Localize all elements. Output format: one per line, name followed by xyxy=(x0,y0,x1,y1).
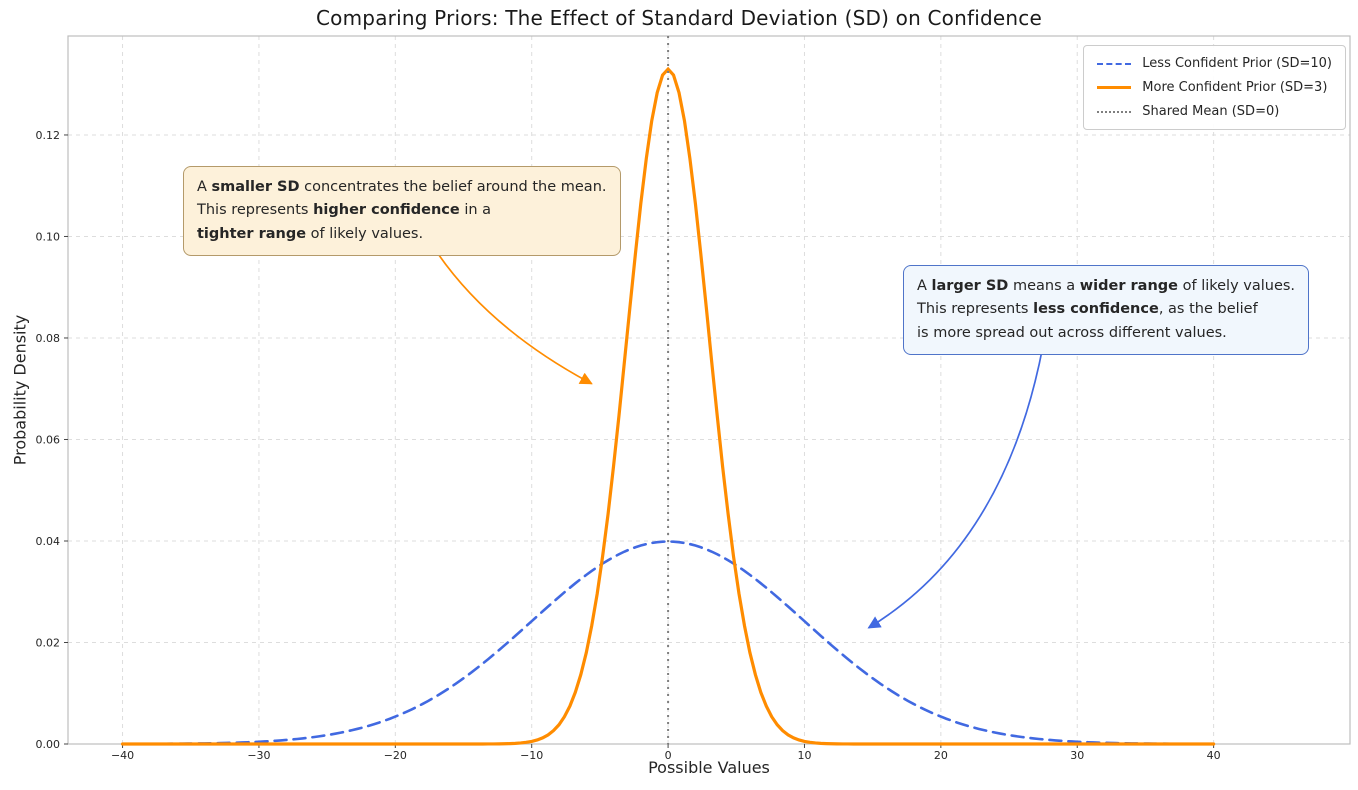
legend-label: Less Confident Prior (SD=10) xyxy=(1142,56,1332,71)
x-tick-label: −40 xyxy=(111,749,134,762)
annotation-smaller-sd: A smaller SD concentrates the belief aro… xyxy=(183,166,621,257)
curve-series-0 xyxy=(121,540,1215,746)
y-axis-label: Probability Density xyxy=(10,314,30,466)
plot-frame xyxy=(67,35,1351,745)
annotation-text: means a xyxy=(1008,278,1080,294)
y-tick-label: 0.08 xyxy=(36,332,61,345)
annotation-text: , as the belief xyxy=(1158,301,1258,318)
x-tick-label: −20 xyxy=(384,749,407,762)
y-tick-label: 0.02 xyxy=(36,636,61,649)
x-tick-label: 20 xyxy=(934,749,948,762)
annotation-bold-text: less confidence xyxy=(1033,301,1159,318)
y-tick-label: 0.06 xyxy=(36,433,61,446)
annotation-arrow-larger-sd-note xyxy=(867,344,1044,629)
annotation-larger-sd: A larger SD means a wider range of likel… xyxy=(903,265,1310,356)
annotation-bold-text: larger SD xyxy=(931,278,1009,294)
annotation-text: This represents xyxy=(917,301,1034,318)
chart-title: Comparing Priors: The Effect of Standard… xyxy=(316,6,1042,30)
legend-item: More Confident Prior (SD=3) xyxy=(1097,80,1332,95)
annotation-text: A xyxy=(917,278,932,294)
x-tick-label: −10 xyxy=(520,749,543,762)
x-axis-label: Possible Values xyxy=(648,758,770,777)
annotation-bold-text: smaller SD xyxy=(211,179,300,195)
y-tick-label: 0.10 xyxy=(36,230,61,243)
x-tick-label: 40 xyxy=(1207,749,1221,762)
x-tick-label: 10 xyxy=(797,749,811,762)
x-tick-label: 30 xyxy=(1070,749,1084,762)
legend-line-sample xyxy=(1097,62,1132,65)
annotation-text: A xyxy=(197,179,212,195)
legend-item: Less Confident Prior (SD=10) xyxy=(1097,56,1332,71)
annotation-text: in a xyxy=(459,202,492,219)
annotation-text: is more spread out across different valu… xyxy=(917,324,1227,341)
annotation-text: concentrates the belief around the mean. xyxy=(299,179,607,195)
annotation-bold-text: higher confidence xyxy=(313,202,460,219)
y-tick-label: 0.12 xyxy=(36,129,61,142)
annotation-text: of likely values. xyxy=(306,225,424,242)
legend-line-sample xyxy=(1097,110,1132,113)
annotation-text: This represents xyxy=(197,202,314,219)
legend: Less Confident Prior (SD=10) More Confide… xyxy=(1083,45,1346,130)
annotation-bold-text: wider range xyxy=(1079,278,1178,294)
x-tick-label: 0 xyxy=(665,749,672,762)
curve-series-1 xyxy=(121,66,1216,746)
legend-item: Shared Mean (SD=0) xyxy=(1097,104,1332,119)
legend-line-sample xyxy=(1097,86,1132,89)
legend-label: Shared Mean (SD=0) xyxy=(1142,104,1280,119)
legend-label: More Confident Prior (SD=3) xyxy=(1142,80,1328,95)
annotation-bold-text: tighter range xyxy=(197,225,307,242)
y-tick-label: 0.04 xyxy=(36,535,61,548)
annotation-text: of likely values. xyxy=(1178,278,1296,294)
y-tick-label: 0.00 xyxy=(36,738,61,751)
x-tick-label: −30 xyxy=(247,749,270,762)
annotation-arrow-smaller-sd-note xyxy=(436,252,593,385)
